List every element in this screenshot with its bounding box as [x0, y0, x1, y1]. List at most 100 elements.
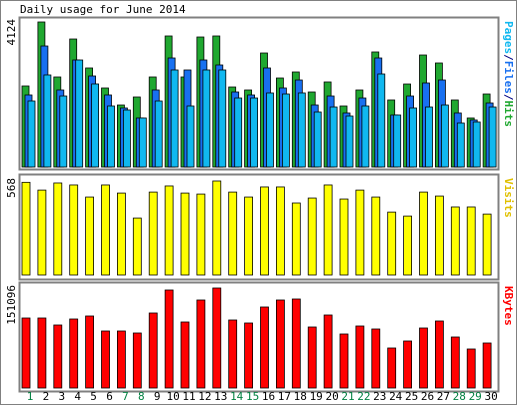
bar — [466, 348, 476, 389]
bar — [419, 327, 428, 389]
bar — [43, 74, 52, 168]
bar — [228, 191, 238, 276]
x-tick-label: 28 — [453, 390, 466, 403]
x-tick-label: 25 — [405, 390, 418, 403]
bar — [212, 180, 222, 276]
bar — [85, 196, 94, 276]
bar — [69, 318, 79, 389]
x-tick-label: 21 — [341, 390, 354, 403]
bar — [275, 186, 285, 276]
bar — [323, 314, 333, 389]
bar — [154, 100, 163, 168]
x-tick-label: 12 — [198, 390, 211, 403]
bar — [59, 95, 68, 168]
bar — [69, 184, 79, 276]
x-tick-label: 3 — [58, 390, 65, 403]
legend-separator: / — [502, 94, 515, 101]
bar — [164, 289, 174, 389]
x-tick-label: 17 — [278, 390, 291, 403]
x-tick-label: 23 — [373, 390, 386, 403]
x-tick-label: 16 — [262, 390, 275, 403]
bar — [196, 299, 206, 389]
bar — [260, 306, 269, 389]
bar — [434, 195, 444, 276]
bar — [313, 111, 322, 168]
bar — [456, 122, 465, 168]
bar — [180, 321, 190, 389]
panel — [18, 281, 500, 393]
x-tick-label: 11 — [182, 390, 195, 403]
x-tick-label: 8 — [138, 390, 145, 403]
bar — [345, 115, 354, 168]
bar — [164, 185, 174, 276]
bar — [148, 191, 158, 276]
bar — [85, 315, 94, 389]
bar — [244, 196, 254, 276]
bar — [297, 92, 306, 168]
bar — [419, 191, 428, 276]
x-tick-label: 4 — [74, 390, 81, 403]
bar — [275, 299, 285, 389]
x-tick-label: 5 — [90, 390, 97, 403]
bar — [218, 69, 227, 168]
bar — [329, 106, 338, 168]
bar — [53, 324, 63, 389]
bar — [266, 92, 274, 168]
bar — [123, 109, 131, 168]
chart-title: Daily usage for June 2014 — [20, 3, 186, 16]
y-tick-label: 568 — [5, 178, 18, 198]
bar — [355, 325, 365, 389]
bar — [403, 340, 413, 389]
bar — [425, 106, 433, 168]
bar — [37, 317, 47, 389]
bar — [472, 121, 481, 168]
y-tick-label: 4124 — [5, 19, 18, 46]
x-tick-label: 2 — [43, 390, 50, 403]
bar — [488, 106, 497, 168]
bar — [196, 193, 206, 276]
legend-entry: KBytes — [502, 286, 515, 326]
x-tick-label: 9 — [154, 390, 161, 403]
bar — [409, 107, 418, 168]
bar — [377, 73, 386, 168]
bar — [250, 97, 259, 168]
panel — [18, 16, 500, 171]
bar — [450, 336, 460, 389]
x-tick-label: 27 — [437, 390, 450, 403]
x-tick-label: 18 — [294, 390, 307, 403]
x-tick-label: 24 — [389, 390, 403, 403]
bar — [291, 298, 301, 389]
x-tick-label: 26 — [421, 390, 434, 403]
bar — [482, 213, 492, 276]
bar — [21, 317, 31, 389]
bar — [482, 342, 492, 389]
bar — [117, 192, 126, 276]
bar — [291, 202, 301, 276]
bar — [101, 184, 110, 276]
bar — [466, 206, 476, 276]
bar — [212, 287, 222, 389]
x-tick-label: 19 — [310, 390, 323, 403]
bar — [244, 322, 254, 389]
bar — [107, 105, 115, 168]
bar — [170, 69, 179, 168]
bar — [234, 97, 243, 168]
bar — [281, 93, 290, 168]
bar — [339, 198, 349, 276]
bar — [387, 347, 397, 389]
legend-separator: / — [502, 54, 515, 61]
bar — [117, 330, 126, 389]
y-tick-label: 151096 — [5, 285, 18, 325]
x-tick-label: 15 — [246, 390, 259, 403]
bar — [202, 69, 211, 168]
x-tick-label: 10 — [166, 390, 179, 403]
x-tick-label: 13 — [214, 390, 227, 403]
x-tick-label: 30 — [484, 390, 497, 403]
bar — [228, 319, 238, 389]
x-tick-label: 1 — [27, 390, 34, 403]
x-tick-label: 7 — [122, 390, 129, 403]
bar — [132, 217, 142, 276]
bar — [339, 333, 349, 389]
bar — [393, 114, 402, 168]
